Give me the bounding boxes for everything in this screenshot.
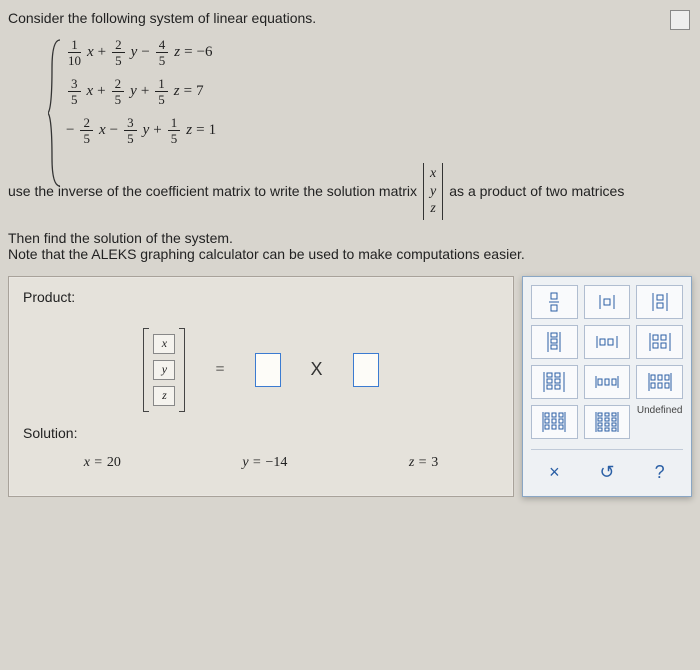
product-label: Product:: [23, 289, 499, 305]
equation-system: 110x+25y−45z= −6 35x+25y+15z= 7 −25x−35y+1…: [48, 38, 692, 145]
equation-1: 110x+25y−45z= −6: [66, 38, 692, 67]
tool-fraction[interactable]: [531, 285, 578, 319]
tool-1x2[interactable]: [584, 325, 631, 359]
equation-3: −25x−35y+15z= 1: [66, 116, 692, 145]
tool-undefined[interactable]: Undefined: [636, 405, 683, 439]
var-y: y: [153, 360, 175, 380]
prompt-text: Consider the following system of linear …: [8, 10, 692, 26]
tool-reset[interactable]: ↺: [584, 458, 631, 488]
times-sign: X: [311, 359, 323, 380]
var-z: z: [153, 386, 175, 406]
matrix-input-1[interactable]: [255, 353, 281, 387]
note-a: Then find the solution of the system.: [8, 230, 692, 246]
tool-1x3[interactable]: [584, 365, 631, 399]
xyz-column-matrix: x y z: [423, 163, 443, 220]
solution-label: Solution:: [23, 425, 499, 441]
tool-2x1[interactable]: [636, 285, 683, 319]
var-x: x: [153, 334, 175, 354]
tool-3x3[interactable]: [531, 405, 578, 439]
tool-close[interactable]: ×: [531, 458, 578, 488]
lhs-matrix: x y z: [143, 328, 185, 412]
equals-sign: =: [215, 361, 224, 379]
tool-2x3[interactable]: [636, 365, 683, 399]
instruction-b: as a product of two matrices: [449, 183, 624, 199]
tool-3x1[interactable]: [531, 325, 578, 359]
tool-2x2[interactable]: [636, 325, 683, 359]
tool-4x3[interactable]: [584, 405, 631, 439]
product-row: x y z = X: [23, 315, 499, 425]
equation-2: 35x+25y+15z= 7: [66, 77, 692, 106]
note-block: Then find the solution of the system. No…: [8, 230, 692, 262]
solution-row: x =20 y =−14 z =3: [23, 451, 499, 475]
tool-panel: Undefined × ↺ ?: [522, 276, 692, 497]
note-b: Note that the ALEKS graphing calculator …: [8, 246, 692, 262]
grid-calculator-icon[interactable]: [670, 10, 690, 30]
tool-3x2[interactable]: [531, 365, 578, 399]
sol-y: y =−14: [242, 455, 287, 471]
sol-z: z =3: [409, 455, 438, 471]
tool-help[interactable]: ?: [636, 458, 683, 488]
matrix-input-2[interactable]: [353, 353, 379, 387]
instruction-row: use the inverse of the coefficient matri…: [8, 163, 692, 220]
tool-1x1[interactable]: [584, 285, 631, 319]
answer-panel: Product: x y z = X Solution: x =20 y =−1…: [8, 276, 514, 497]
sol-x: x =20: [84, 455, 121, 471]
brace-icon: [48, 38, 62, 188]
instruction-a: use the inverse of the coefficient matri…: [8, 183, 417, 199]
